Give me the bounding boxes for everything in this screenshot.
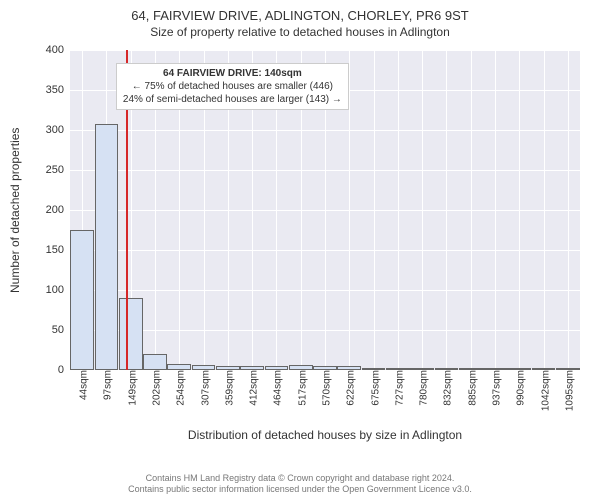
x-tick-label: 937sqm bbox=[488, 370, 503, 406]
x-axis-label: Distribution of detached houses by size … bbox=[70, 428, 580, 442]
x-tick-label: 254sqm bbox=[172, 370, 187, 406]
chart-title: 64, FAIRVIEW DRIVE, ADLINGTON, CHORLEY, … bbox=[0, 0, 600, 23]
annotation-line: ← 75% of detached houses are smaller (44… bbox=[123, 80, 342, 93]
y-tick-label: 0 bbox=[58, 364, 70, 376]
y-axis-label: Number of detached properties bbox=[8, 127, 22, 292]
x-tick-label: 675sqm bbox=[366, 370, 381, 406]
x-tick-label: 517sqm bbox=[293, 370, 308, 406]
x-tick-label: 832sqm bbox=[439, 370, 454, 406]
grid-line-v bbox=[568, 50, 569, 370]
grid-line-v bbox=[374, 50, 375, 370]
y-tick-label: 50 bbox=[52, 324, 70, 336]
y-tick-label: 250 bbox=[46, 164, 70, 176]
histogram-bar bbox=[265, 366, 289, 370]
x-tick-label: 1095sqm bbox=[560, 370, 575, 411]
plot-area: 05010015020025030035040044sqm97sqm149sqm… bbox=[70, 50, 580, 370]
histogram-bar bbox=[435, 368, 459, 370]
x-tick-label: 780sqm bbox=[415, 370, 430, 406]
histogram-bar bbox=[507, 368, 531, 370]
histogram-bar bbox=[483, 368, 507, 370]
histogram-bar bbox=[167, 364, 191, 370]
x-tick-label: 570sqm bbox=[318, 370, 333, 406]
y-tick-label: 200 bbox=[46, 204, 70, 216]
histogram-bar bbox=[337, 366, 361, 370]
x-tick-label: 1042sqm bbox=[536, 370, 551, 411]
annotation-line: 24% of semi-detached houses are larger (… bbox=[123, 93, 342, 106]
grid-line-v bbox=[495, 50, 496, 370]
footer-attribution: Contains HM Land Registry data © Crown c… bbox=[0, 473, 600, 496]
grid-line-v bbox=[349, 50, 350, 370]
histogram-bar bbox=[143, 354, 167, 370]
grid-line-v bbox=[446, 50, 447, 370]
x-tick-label: 990sqm bbox=[512, 370, 527, 406]
grid-line-v bbox=[422, 50, 423, 370]
x-tick-label: 412sqm bbox=[245, 370, 260, 406]
y-tick-label: 300 bbox=[46, 124, 70, 136]
footer-line1: Contains HM Land Registry data © Crown c… bbox=[0, 473, 600, 485]
grid-line-v bbox=[544, 50, 545, 370]
histogram-bar bbox=[192, 365, 216, 370]
histogram-bar bbox=[289, 365, 313, 370]
y-tick-label: 350 bbox=[46, 84, 70, 96]
histogram-bar bbox=[313, 366, 337, 370]
chart-container: 64, FAIRVIEW DRIVE, ADLINGTON, CHORLEY, … bbox=[0, 0, 600, 500]
y-tick-label: 150 bbox=[46, 244, 70, 256]
histogram-bar bbox=[240, 366, 264, 370]
histogram-bar bbox=[410, 368, 434, 370]
y-tick-label: 100 bbox=[46, 284, 70, 296]
histogram-bar bbox=[386, 368, 410, 370]
grid-line-v bbox=[471, 50, 472, 370]
histogram-bar bbox=[216, 366, 240, 370]
histogram-bar bbox=[119, 298, 143, 370]
histogram-bar bbox=[532, 368, 556, 370]
histogram-bar bbox=[95, 124, 119, 370]
grid-line-v bbox=[519, 50, 520, 370]
x-tick-label: 359sqm bbox=[220, 370, 235, 406]
chart-subtitle: Size of property relative to detached ho… bbox=[0, 23, 600, 39]
x-tick-label: 202sqm bbox=[148, 370, 163, 406]
histogram-bar bbox=[70, 230, 94, 370]
annotation-title: 64 FAIRVIEW DRIVE: 140sqm bbox=[123, 67, 342, 80]
x-tick-label: 97sqm bbox=[99, 370, 114, 400]
x-tick-label: 149sqm bbox=[123, 370, 138, 406]
footer-line2: Contains public sector information licen… bbox=[0, 484, 600, 496]
x-tick-label: 885sqm bbox=[463, 370, 478, 406]
histogram-bar bbox=[459, 368, 483, 370]
x-tick-label: 727sqm bbox=[390, 370, 405, 406]
annotation-box: 64 FAIRVIEW DRIVE: 140sqm← 75% of detach… bbox=[116, 63, 349, 110]
histogram-bar bbox=[362, 368, 386, 370]
x-tick-label: 464sqm bbox=[269, 370, 284, 406]
x-tick-label: 307sqm bbox=[196, 370, 211, 406]
x-tick-label: 622sqm bbox=[342, 370, 357, 406]
histogram-bar bbox=[556, 368, 580, 370]
y-tick-label: 400 bbox=[46, 44, 70, 56]
grid-line-v bbox=[398, 50, 399, 370]
x-tick-label: 44sqm bbox=[75, 370, 90, 400]
